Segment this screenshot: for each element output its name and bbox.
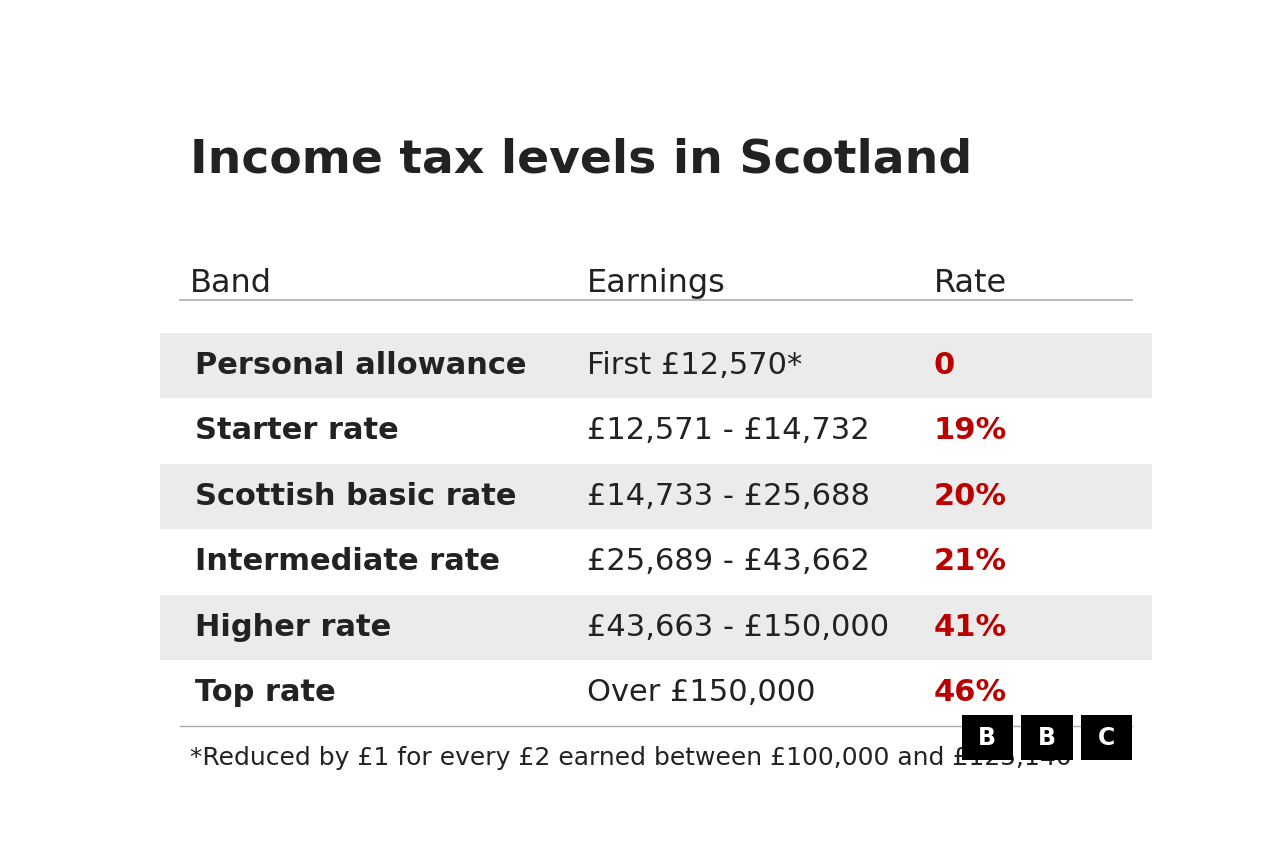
Text: 46%: 46% <box>934 679 1007 707</box>
Text: 20%: 20% <box>934 482 1007 511</box>
Text: 21%: 21% <box>934 548 1007 576</box>
Bar <box>1080 715 1133 760</box>
Bar <box>160 661 1152 726</box>
Text: Rate: Rate <box>934 268 1007 299</box>
Text: First £12,570*: First £12,570* <box>586 351 801 380</box>
Text: 41%: 41% <box>934 613 1007 642</box>
Text: B: B <box>1038 726 1056 750</box>
Text: £25,689 - £43,662: £25,689 - £43,662 <box>586 548 869 576</box>
Text: £12,571 - £14,732: £12,571 - £14,732 <box>586 417 869 445</box>
Text: Personal allowance: Personal allowance <box>195 351 526 380</box>
Text: *Reduced by £1 for every £2 earned between £100,000 and £125,140: *Reduced by £1 for every £2 earned betwe… <box>189 746 1071 770</box>
Text: B: B <box>978 726 996 750</box>
Text: Over £150,000: Over £150,000 <box>586 679 815 707</box>
Text: Intermediate rate: Intermediate rate <box>195 548 499 576</box>
Text: Scottish basic rate: Scottish basic rate <box>195 482 516 511</box>
Text: Higher rate: Higher rate <box>195 613 390 642</box>
Bar <box>160 398 1152 464</box>
Bar <box>160 332 1152 398</box>
Text: Band: Band <box>189 268 271 299</box>
Text: 0: 0 <box>934 351 955 380</box>
Bar <box>160 464 1152 529</box>
Bar <box>160 529 1152 595</box>
Bar <box>961 715 1014 760</box>
Bar <box>1021 715 1073 760</box>
Text: Top rate: Top rate <box>195 679 335 707</box>
Text: Starter rate: Starter rate <box>195 417 398 445</box>
Text: 19%: 19% <box>934 417 1007 445</box>
Text: C: C <box>1098 726 1115 750</box>
Text: Income tax levels in Scotland: Income tax levels in Scotland <box>189 137 972 182</box>
Text: £43,663 - £150,000: £43,663 - £150,000 <box>586 613 888 642</box>
Text: Earnings: Earnings <box>586 268 726 299</box>
Text: £14,733 - £25,688: £14,733 - £25,688 <box>586 482 869 511</box>
Bar <box>160 595 1152 661</box>
